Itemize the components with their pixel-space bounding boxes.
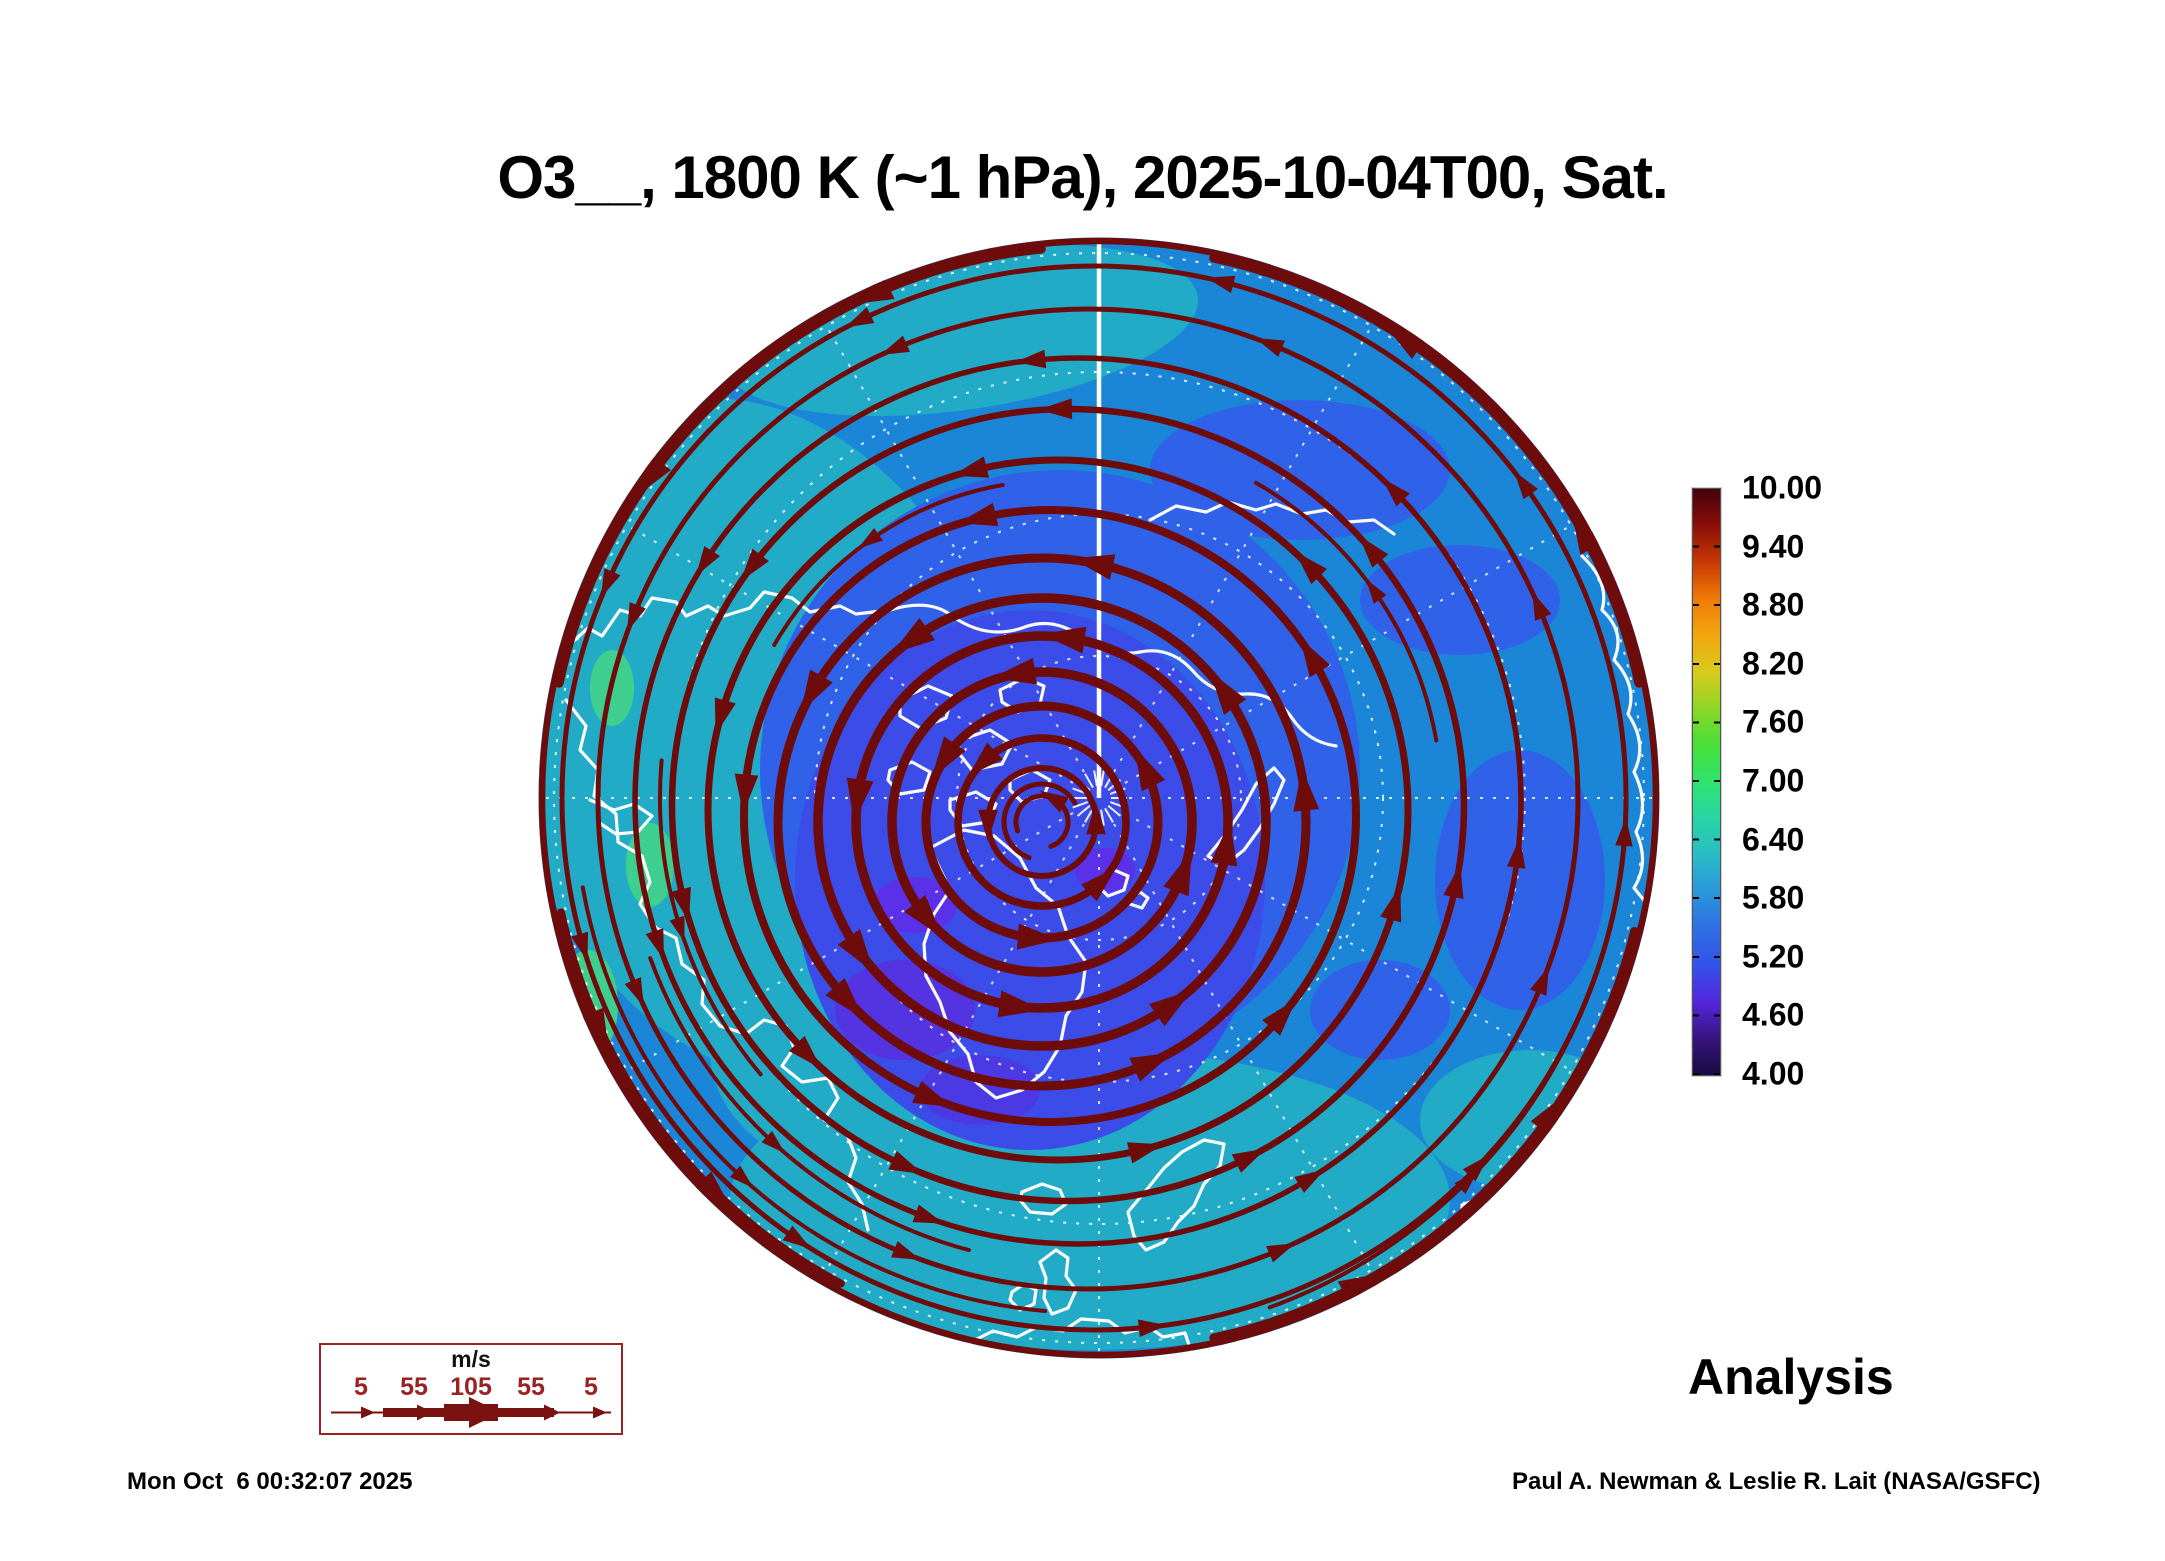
- wind-streamlines: [538, 237, 1660, 1359]
- colorbar-tick-label: 4.00: [1742, 1055, 1805, 1092]
- colorbar-ticks-left: [1693, 489, 1699, 1075]
- analysis-label: Analysis: [1688, 1349, 1894, 1405]
- colorbar-tick-label: 7.00: [1742, 762, 1805, 799]
- colorbar-tick-label: 5.80: [1742, 879, 1805, 916]
- wind-units-label: m/s: [451, 1346, 491, 1372]
- creation-timestamp: Mon Oct 6 00:32:07 2025: [127, 1468, 413, 1495]
- colorbar-tick-label: 7.60: [1742, 703, 1805, 740]
- colorbar-gradient: [1692, 488, 1721, 1076]
- figure-title: O3__, 1800 K (~1 hPa), 2025-10-04T00, Sa…: [497, 144, 1668, 211]
- wind-arrow-scale: [331, 1397, 611, 1428]
- colorbar-tick-label: 6.40: [1742, 821, 1805, 858]
- colorbar-tick-label: 5.20: [1742, 938, 1805, 975]
- graticule: [541, 240, 1657, 1356]
- wind-speed-label: 55: [400, 1373, 428, 1401]
- attribution-credit: Paul A. Newman & Leslie R. Lait (NASA/GS…: [1512, 1468, 2041, 1495]
- colorbar: 10.00 9.40 8.80 8.20 7.60 7.00 6.40 5.80…: [1742, 470, 1882, 1092]
- wind-speed-label: 55: [517, 1373, 545, 1401]
- ozone-filled-contours: [538, 237, 1660, 1359]
- wind-speed-label: 105: [450, 1373, 492, 1401]
- wind-speed-label: 5: [354, 1373, 368, 1401]
- colorbar-tick-label: 10.00: [1742, 469, 1823, 506]
- wind-speed-legend: m/s 5 55 105 55 5: [319, 1343, 623, 1435]
- colorbar-tick-label: 8.80: [1742, 586, 1805, 623]
- colorbar-tick-label: 4.60: [1742, 996, 1805, 1033]
- wind-speed-label: 5: [584, 1373, 598, 1401]
- colorbar-ticks-right: [1714, 489, 1720, 1075]
- colorbar-tick-label: 8.20: [1742, 645, 1805, 682]
- colorbar-tick-label: 9.40: [1742, 528, 1805, 565]
